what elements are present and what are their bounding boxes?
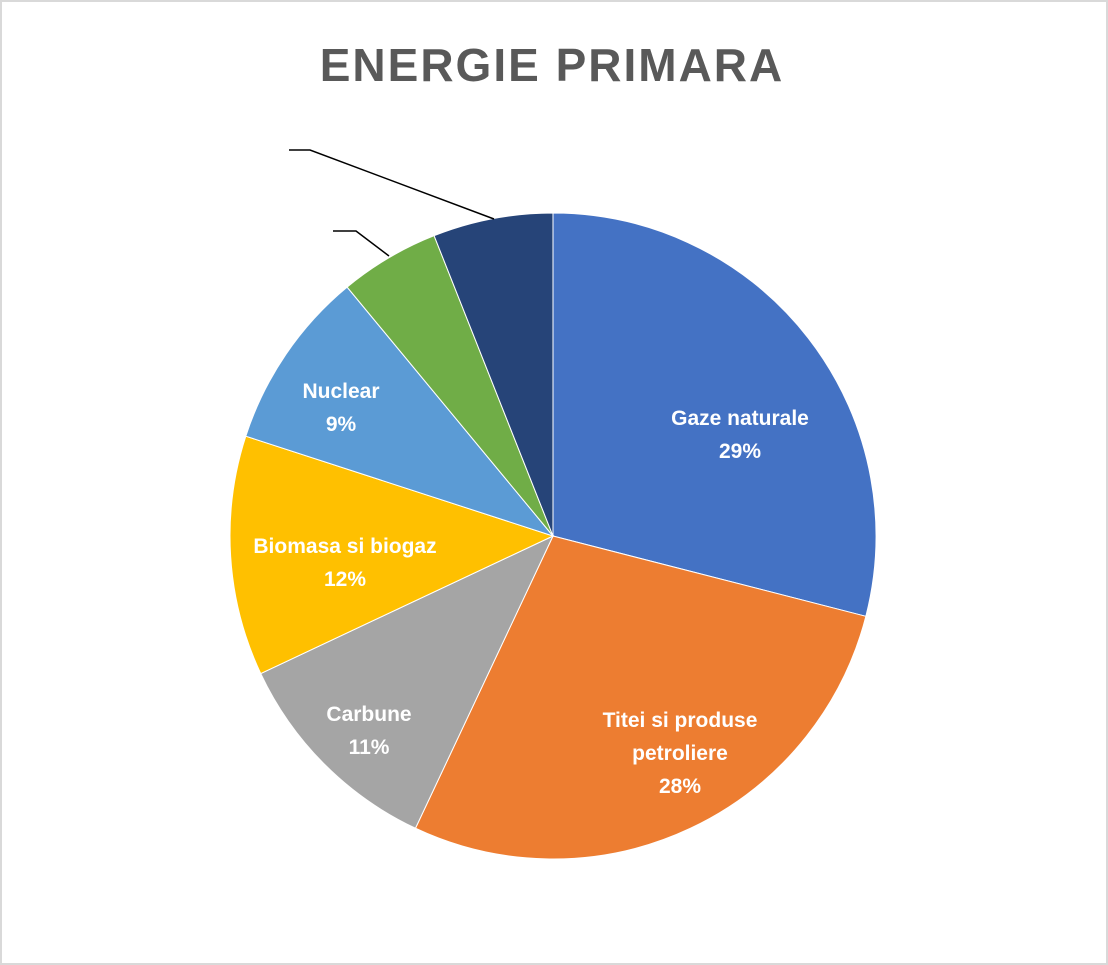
slice-label: Titei si produse petroliere 28%: [603, 709, 758, 798]
slice-label: Gaze naturale 29%: [671, 407, 809, 463]
pie-slice: [260, 534, 555, 829]
slice-label: Biomasa si biogaz 12%: [253, 535, 436, 591]
leader-line: [333, 230, 390, 257]
pie-slice: [245, 286, 555, 538]
leader-line: [289, 149, 495, 220]
pie-slice: [229, 435, 555, 675]
slice-label: Nuclear 9%: [302, 380, 379, 436]
chart-title: ENERGIE PRIMARA: [319, 39, 785, 91]
pie-slice: [552, 212, 877, 617]
slice-label: Carbune 11%: [326, 703, 411, 759]
pie-slice: [414, 535, 867, 860]
